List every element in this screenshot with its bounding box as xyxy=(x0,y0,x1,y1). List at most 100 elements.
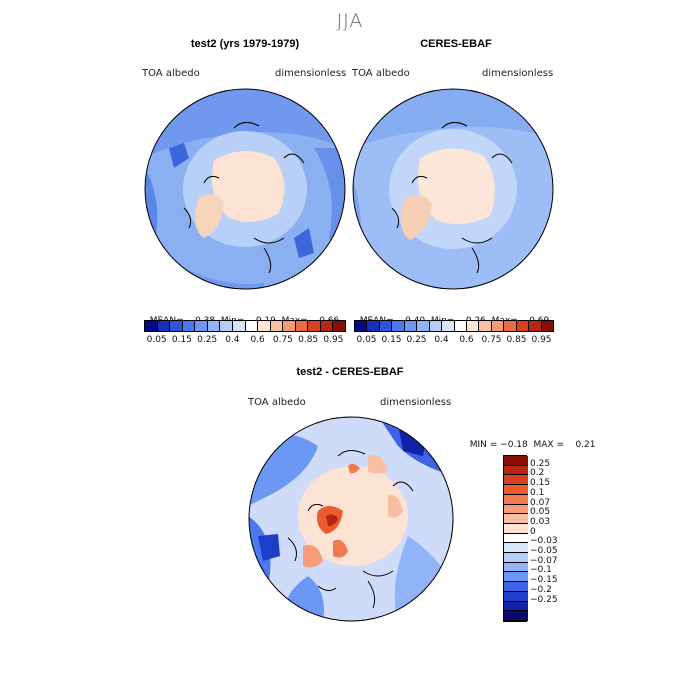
colorbar-swatch xyxy=(516,321,530,331)
difference-polar-map xyxy=(248,416,454,622)
colorbar-tick-label: 0.25 xyxy=(530,458,551,469)
colorbar-swatch xyxy=(417,321,430,331)
colorbar-tick-label: 0.75 xyxy=(272,335,293,345)
colorbar-swatch xyxy=(195,321,208,331)
colorbar-swatch xyxy=(504,543,528,554)
colorbar-swatch xyxy=(454,321,467,331)
colorbar-tick-label: 0.95 xyxy=(323,335,344,345)
colorbar-swatch xyxy=(182,321,196,331)
panel2-variable: TOA albedo xyxy=(352,68,410,79)
colorbar-tick-label: 0.07 xyxy=(530,497,551,508)
difference-units: dimensionless xyxy=(380,397,452,408)
colorbar-swatch xyxy=(295,321,309,331)
colorbar-swatch xyxy=(504,456,528,466)
colorbar-tick-label: 0.95 xyxy=(531,335,552,345)
colorbar-tick-label: 0.15 xyxy=(381,335,402,345)
season-title: JJA xyxy=(336,10,364,32)
colorbar-swatch xyxy=(504,321,517,331)
colorbar-swatch xyxy=(504,475,528,486)
colorbar-swatch xyxy=(541,321,553,331)
panel1-units: dimensionless xyxy=(275,68,347,79)
colorbar-tick-label: 0.2 xyxy=(530,468,545,479)
difference-variable: TOA albedo xyxy=(248,397,306,408)
colorbar-swatch xyxy=(145,321,158,331)
difference-map xyxy=(248,416,454,622)
colorbar-tick-label: 0.85 xyxy=(298,335,319,345)
panel2-colorbar-labels: 0.05 0.15 0.25 0.4 0.6 0.75 0.85 0.95 xyxy=(354,335,554,347)
colorbar-swatch xyxy=(245,321,259,331)
colorbar-tick-label: −0.1 xyxy=(530,565,552,576)
colorbar-tick-label: 0.15 xyxy=(530,478,551,489)
colorbar-swatch xyxy=(504,562,528,573)
colorbar-swatch xyxy=(504,591,528,602)
panel2-colorbar xyxy=(354,320,554,332)
panel1-title: test2 (yrs 1979-1979) xyxy=(190,38,300,50)
colorbar-tick-label: −0.25 xyxy=(530,594,558,605)
colorbar-swatch xyxy=(504,601,528,612)
colorbar-tick-label: 0.25 xyxy=(406,335,427,345)
panel2-map xyxy=(352,88,554,290)
colorbar-tick-label: 0.4 xyxy=(434,335,449,345)
panel1-colorbar-labels: 0.05 0.15 0.25 0.4 0.6 0.75 0.85 0.95 xyxy=(144,335,346,347)
colorbar-tick-label: 0.05 xyxy=(146,335,167,345)
colorbar-swatch xyxy=(491,321,505,331)
colorbar-swatch xyxy=(429,321,443,331)
difference-colorbar-labels: 0.25 0.2 0.15 0.1 0.07 0.05 0.03 0 −0.03 −0.05 −0.… xyxy=(530,455,590,622)
colorbar-tick-label: 0.15 xyxy=(171,335,192,345)
colorbar-swatch xyxy=(504,582,528,592)
colorbar-swatch xyxy=(232,321,246,331)
panel1-variable: TOA albedo xyxy=(142,68,200,79)
colorbar-swatch xyxy=(442,321,455,331)
difference-colorbar xyxy=(503,455,528,622)
colorbar-swatch xyxy=(466,321,480,331)
colorbar-swatch xyxy=(355,321,368,331)
panel2-title: CERES-EBAF xyxy=(420,38,492,50)
colorbar-tick-label: 0.4 xyxy=(225,335,240,345)
colorbar-tick-label: 0.25 xyxy=(197,335,218,345)
colorbar-swatch xyxy=(529,321,542,331)
colorbar-swatch xyxy=(270,321,284,331)
colorbar-swatch xyxy=(283,321,296,331)
colorbar-swatch xyxy=(504,494,528,505)
colorbar-swatch xyxy=(504,523,528,534)
colorbar-swatch xyxy=(504,572,528,583)
colorbar-swatch xyxy=(220,321,233,331)
colorbar-tick-label: 0.6 xyxy=(459,335,474,345)
colorbar-swatch xyxy=(392,321,405,331)
colorbar-tick-label: 0.05 xyxy=(356,335,377,345)
colorbar-swatch xyxy=(207,321,221,331)
colorbar-swatch xyxy=(170,321,183,331)
panel1-polar-map xyxy=(144,88,346,290)
colorbar-tick-label: −0.03 xyxy=(530,536,558,547)
colorbar-swatch xyxy=(504,514,528,524)
colorbar-swatch xyxy=(504,611,528,621)
colorbar-swatch xyxy=(320,321,334,331)
colorbar-swatch xyxy=(308,321,321,331)
colorbar-tick-label: −0.15 xyxy=(530,575,558,586)
panel2-units: dimensionless xyxy=(482,68,554,79)
colorbar-tick-label: −0.2 xyxy=(530,584,552,595)
difference-title: test2 - CERES-EBAF xyxy=(296,366,404,378)
colorbar-swatch xyxy=(504,465,528,476)
colorbar-swatch xyxy=(504,504,528,515)
colorbar-swatch xyxy=(504,533,528,544)
colorbar-tick-label: −0.05 xyxy=(530,546,558,557)
colorbar-tick-label: 0.05 xyxy=(530,507,551,518)
colorbar-tick-label: 0.6 xyxy=(250,335,265,345)
colorbar-tick-label: 0.85 xyxy=(506,335,527,345)
colorbar-tick-label: 0.03 xyxy=(530,516,551,527)
colorbar-tick-label: −0.07 xyxy=(530,555,558,566)
colorbar-swatch xyxy=(504,485,528,495)
colorbar-tick-label: 0 xyxy=(530,526,536,537)
colorbar-swatch xyxy=(504,553,528,563)
colorbar-tick-label: 0.75 xyxy=(481,335,502,345)
colorbar-swatch xyxy=(479,321,492,331)
difference-minmax: MIN = −0.18 MAX = 0.21 xyxy=(469,440,596,450)
colorbar-swatch xyxy=(258,321,271,331)
colorbar-swatch xyxy=(404,321,418,331)
panel1-colorbar xyxy=(144,320,346,332)
colorbar-swatch xyxy=(333,321,345,331)
colorbar-swatch xyxy=(367,321,380,331)
colorbar-swatch xyxy=(157,321,171,331)
panel1-map xyxy=(144,88,346,290)
